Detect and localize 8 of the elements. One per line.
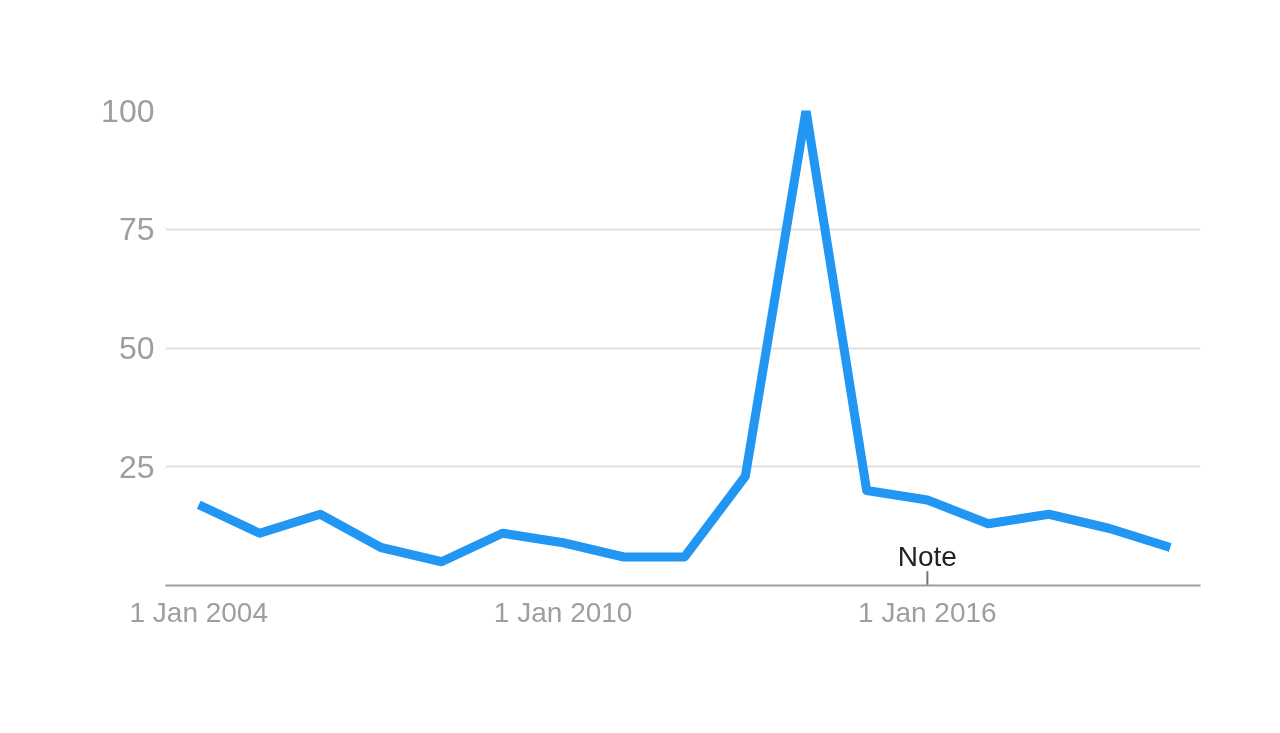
y-tick-label: 25 xyxy=(118,448,155,485)
annotation: Note xyxy=(897,540,957,572)
y-tick-label: 75 xyxy=(118,211,155,248)
x-tick-label: 1 Jan 2004 xyxy=(129,596,269,628)
y-tick-label: 100 xyxy=(101,92,155,129)
y-tick-label: 50 xyxy=(118,330,155,366)
x-tick-label: 1 Jan 2010 xyxy=(493,596,633,628)
x-tick-label: 1 Jan 2016 xyxy=(858,596,997,628)
